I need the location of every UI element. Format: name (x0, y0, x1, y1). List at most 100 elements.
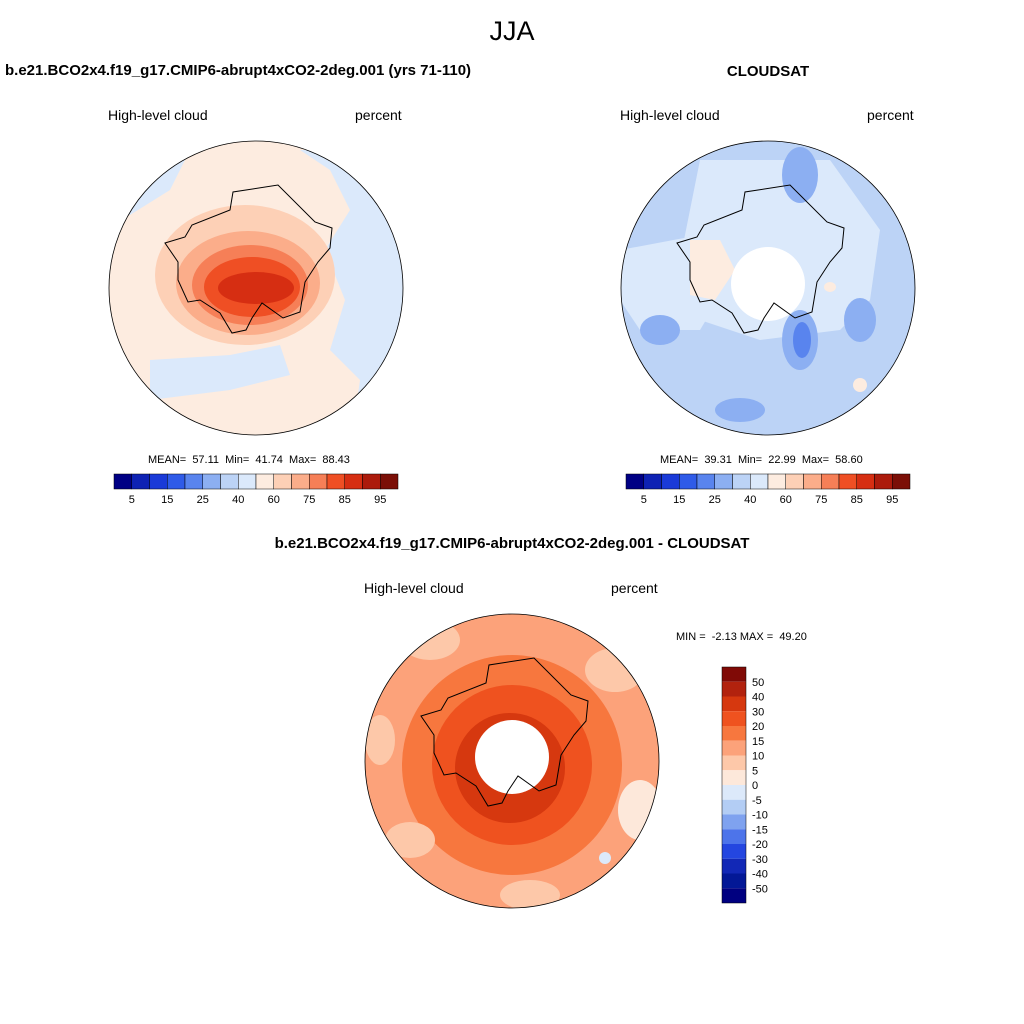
panel3-colorbar-swatch (722, 667, 746, 682)
panel2-colorbar-swatch (679, 473, 698, 490)
panel3-colorbar-swatch (722, 888, 746, 903)
panel2-units-label: percent (867, 107, 914, 123)
panel1-colorbar-swatch (291, 473, 310, 490)
panel3-colorbar-tick-label: 5 (752, 765, 758, 777)
panel3-colorbar-tick-label: -15 (752, 824, 768, 836)
panel3-colorbar-swatch (722, 858, 746, 874)
panel2-colorbar-swatch (856, 473, 875, 490)
panel3-title: b.e21.BCO2x4.f19_g17.CMIP6-abrupt4xCO2-2… (274, 535, 750, 552)
panel1-colorbar-tick-label: 5 (129, 494, 135, 506)
panel1-colorbar-tick-label: 95 (374, 494, 386, 506)
panel1-colorbar-swatch (149, 473, 168, 490)
panel2-colorbar-swatch (696, 473, 715, 490)
panel2-colorbar-tick-label: 75 (815, 494, 827, 506)
panel2-colorbar-swatch (803, 473, 822, 490)
panel1-colorbar-swatch (202, 473, 221, 490)
panel1-colorbar-tick-label: 15 (161, 494, 173, 506)
panel3-map-border (364, 613, 660, 909)
panel1-colorbar-swatch (255, 473, 274, 490)
panel2-colorbar-swatch (661, 473, 680, 490)
panel2-colorbar: 5 15 25 40 60 75 85 95 (625, 473, 911, 506)
panel3-colorbar-tick-label: -30 (752, 854, 768, 866)
panel2-colorbar-tick-label: 85 (851, 494, 863, 506)
panel1-colorbar-swatch (362, 473, 381, 490)
panel3-colorbar-swatch (722, 844, 746, 859)
panel1-colorbar-swatch (167, 473, 186, 490)
panel2-colorbar-swatch (785, 473, 804, 490)
panel3-colorbar-tick-label: 50 (752, 677, 764, 689)
panel3-colorbar-swatch (722, 873, 746, 889)
panel3-colorbar-tick-label: 30 (752, 706, 764, 718)
panel3-colorbar-swatch (722, 740, 746, 756)
panel2-colorbar-tick-label: 25 (709, 494, 721, 506)
panel1-colorbar-swatch (344, 473, 363, 490)
panel3-coastline (420, 657, 589, 807)
panel3-colorbar-tick-label: 0 (752, 780, 758, 792)
panel3-colorbar-tick-label: -20 (752, 839, 768, 851)
panel2-colorbar-swatch (750, 473, 769, 490)
panel2-colorbar-swatch (714, 473, 733, 490)
panel2-stats: MEAN= 39.31 Min= 22.99 Max= 58.60 (660, 454, 863, 466)
panel3-colorbar-tick-label: 15 (752, 736, 764, 748)
panel3-colorbar-tick-label: 10 (752, 751, 764, 763)
panel1-colorbar-swatch (113, 473, 132, 490)
panel3-stats: MIN = -2.13 MAX = 49.20 (676, 631, 807, 643)
main-title: JJA (489, 16, 535, 46)
panel2-colorbar-tick-label: 95 (886, 494, 898, 506)
panel2-colorbar-swatch (732, 473, 751, 490)
panel2-colorbar-tick-label: 60 (780, 494, 792, 506)
panel1-coastline (164, 184, 333, 334)
panel1-units-label: percent (355, 107, 402, 123)
panel1-colorbar-swatch (184, 473, 203, 490)
panel1-colorbar-tick-label: 75 (303, 494, 315, 506)
panel1-variable-label: High-level cloud (108, 107, 208, 123)
panel2-colorbar-swatch (838, 473, 857, 490)
panel1-colorbar-swatch (380, 473, 399, 490)
panel3-colorbar-swatch (722, 681, 746, 697)
panel1-stats: MEAN= 57.11 Min= 41.74 Max= 88.43 (148, 454, 350, 466)
panel3-units-label: percent (611, 580, 658, 596)
panel3-colorbar-swatch (722, 770, 746, 785)
panel3-colorbar-swatch (722, 829, 746, 844)
panel3-colorbar-swatch (722, 785, 746, 800)
panel3-colorbar-swatch (722, 696, 746, 712)
panel1-colorbar-swatch (309, 473, 328, 490)
panel2-coastline (676, 184, 845, 334)
panel1-colorbar-tick-label: 85 (339, 494, 351, 506)
panel2-colorbar-swatch (767, 473, 786, 490)
panel1-colorbar-tick-label: 60 (268, 494, 280, 506)
panel3-colorbar-tick-label: -40 (752, 869, 768, 881)
panel1-colorbar-tick-label: 40 (232, 494, 244, 506)
panel1-colorbar-swatch (326, 473, 345, 490)
panel3-colorbar-swatch (722, 711, 746, 726)
panel2-colorbar-swatch (625, 473, 644, 490)
panel3-colorbar-tick-label: 20 (752, 721, 764, 733)
panel2-map (621, 141, 915, 435)
panel2-colorbar-tick-label: 40 (744, 494, 756, 506)
panel3-colorbar-tick-label: -5 (752, 795, 762, 807)
panel1-map (109, 141, 403, 435)
panel2-title: CLOUDSAT (726, 63, 810, 80)
panel2-colorbar-tick-label: 15 (673, 494, 685, 506)
panel3-variable-label: High-level cloud (364, 580, 464, 596)
panel3-colorbar-frame (721, 666, 747, 904)
panel1-colorbar-swatch (273, 473, 292, 490)
panel1-colorbar-swatch (220, 473, 239, 490)
panel2-map-border (620, 140, 916, 436)
panel3-colorbar-swatch (722, 755, 746, 771)
panel3-colorbar-tick-label: 40 (752, 692, 764, 704)
panel3-colorbar-swatch (722, 799, 746, 815)
panel1-colorbar-swatch (131, 473, 150, 490)
panel2-colorbar-swatch (892, 473, 911, 490)
panel2-colorbar-swatch (874, 473, 893, 490)
panel1-colorbar-swatch (238, 473, 257, 490)
panel2-colorbar-swatch (643, 473, 662, 490)
panel3-colorbar-swatch (722, 726, 746, 741)
panel1-map-border (108, 140, 404, 436)
panel1-colorbar-tick-label: 25 (197, 494, 209, 506)
panel1-title: b.e21.BCO2x4.f19_g17.CMIP6-abrupt4xCO2-2… (5, 62, 472, 79)
panel3-colorbar-tick-label: -10 (752, 810, 768, 822)
panel3-colorbar-tick-label: -50 (752, 883, 768, 895)
